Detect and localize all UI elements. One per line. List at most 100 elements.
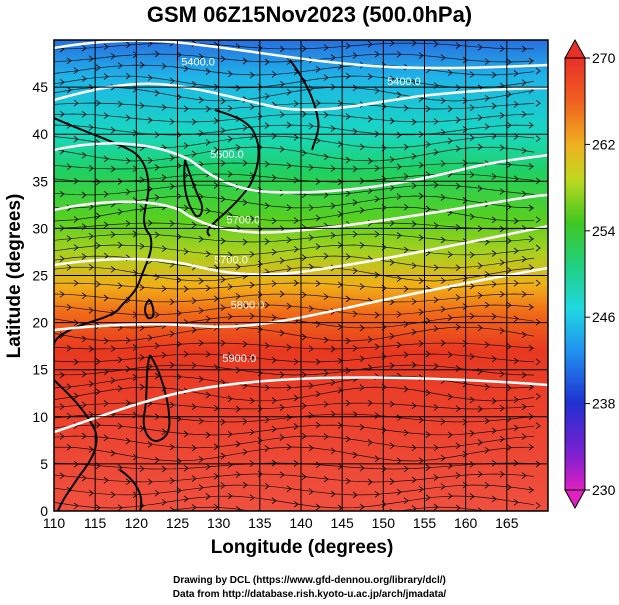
wind-arrow xyxy=(352,128,358,135)
y-tick-label: 5 xyxy=(40,456,48,472)
wind-arrow xyxy=(117,504,123,511)
streamline xyxy=(54,162,535,170)
streamline xyxy=(54,195,535,209)
wind-arrow xyxy=(491,397,497,405)
wind-arrow xyxy=(66,443,72,451)
contour-5600 xyxy=(54,193,548,234)
wind-arrow xyxy=(81,401,87,409)
wind-arrow xyxy=(176,457,182,465)
wind-arrow xyxy=(499,144,505,152)
wind-arrow xyxy=(59,255,65,263)
wind-arrow xyxy=(242,199,248,206)
wind-arrow xyxy=(227,283,233,291)
wind-arrow xyxy=(110,231,116,238)
wind-arrow xyxy=(117,282,123,290)
streamline xyxy=(54,282,535,290)
wind-arrow xyxy=(205,350,211,358)
wind-arrow xyxy=(513,357,519,365)
wind-arrow xyxy=(103,43,109,51)
x-tick-label: 160 xyxy=(454,515,478,531)
wind-arrow xyxy=(286,236,292,244)
wind-arrow xyxy=(367,157,373,165)
wind-arrow xyxy=(455,182,461,190)
wind-arrow xyxy=(220,418,226,426)
x-tick-label: 135 xyxy=(248,515,272,531)
wind-arrow xyxy=(484,301,490,309)
y-tick-label: 30 xyxy=(32,220,48,236)
wind-arrow xyxy=(528,443,534,451)
wind-arrow xyxy=(198,375,204,383)
wind-arrow xyxy=(462,303,468,310)
wind-arrow xyxy=(249,354,255,362)
wind-arrow xyxy=(455,472,461,479)
wind-arrow xyxy=(359,206,365,214)
wind-arrow xyxy=(169,443,175,451)
wind-arrow xyxy=(484,341,490,349)
wind-arrow xyxy=(169,361,175,369)
wind-arrow xyxy=(59,403,65,410)
wind-arrow xyxy=(469,213,475,221)
wind-arrow xyxy=(103,434,109,442)
wind-arrow xyxy=(271,248,277,256)
wind-arrow xyxy=(411,328,417,336)
wind-arrow xyxy=(389,508,394,511)
wind-arrow xyxy=(528,235,534,243)
contour-5800 xyxy=(54,266,548,332)
streamline xyxy=(54,124,535,136)
credit-drawing: Drawing by DCL (https://www.gfd-dennou.o… xyxy=(173,575,446,586)
wind-arrow xyxy=(103,337,109,345)
wind-arrow xyxy=(132,374,138,381)
wind-arrow xyxy=(59,110,65,118)
wind-arrow xyxy=(293,394,299,402)
x-tick-label: 155 xyxy=(413,515,437,531)
wind-arrow xyxy=(506,58,512,66)
streamline xyxy=(54,266,535,282)
wind-arrow xyxy=(440,194,446,201)
wind-arrow xyxy=(59,371,65,379)
wind-arrow xyxy=(103,400,109,407)
wind-arrow xyxy=(323,433,329,440)
wind-arrow xyxy=(513,100,519,108)
y-tick-label: 35 xyxy=(32,173,48,189)
wind-arrow xyxy=(513,217,519,225)
wind-arrow xyxy=(484,123,490,131)
wind-arrow xyxy=(323,293,329,301)
wind-arrow xyxy=(147,219,153,227)
wind-arrow xyxy=(477,262,483,270)
wind-arrow xyxy=(484,417,490,425)
contour-label: 5900.0 xyxy=(222,353,256,365)
wind-arrow xyxy=(125,157,131,165)
wind-arrow xyxy=(418,192,424,200)
wind-arrow xyxy=(535,422,541,430)
wind-arrow xyxy=(95,504,101,511)
wind-arrow xyxy=(359,384,365,391)
wind-arrow xyxy=(205,493,211,500)
x-tick-label: 125 xyxy=(166,515,190,531)
wind-arrow xyxy=(484,270,490,278)
wind-arrow xyxy=(264,384,270,392)
wind-arrow xyxy=(73,502,79,510)
wind-arrow xyxy=(499,225,505,233)
wind-arrow xyxy=(499,470,505,478)
wind-arrow xyxy=(345,253,351,260)
streamline xyxy=(54,244,535,256)
wind-arrow xyxy=(477,439,483,446)
wind-arrow xyxy=(330,232,336,239)
wind-arrow xyxy=(440,236,446,244)
wind-arrow xyxy=(213,295,219,303)
wind-arrow xyxy=(205,105,211,113)
wind-arrow xyxy=(191,444,197,452)
wind-arrow xyxy=(359,241,365,249)
wind-arrow xyxy=(447,492,453,500)
wind-arrow xyxy=(293,500,299,508)
wind-arrow xyxy=(359,143,365,151)
wind-arrow xyxy=(315,214,321,222)
wind-arrow xyxy=(513,247,519,255)
wind-arrow xyxy=(213,146,219,154)
contour-5900 xyxy=(54,376,548,434)
wind-arrow xyxy=(433,474,439,481)
wind-arrow xyxy=(293,100,299,107)
x-tick-label: 110 xyxy=(43,515,66,531)
wind-arrow xyxy=(183,172,189,179)
wind-arrow xyxy=(279,290,285,298)
